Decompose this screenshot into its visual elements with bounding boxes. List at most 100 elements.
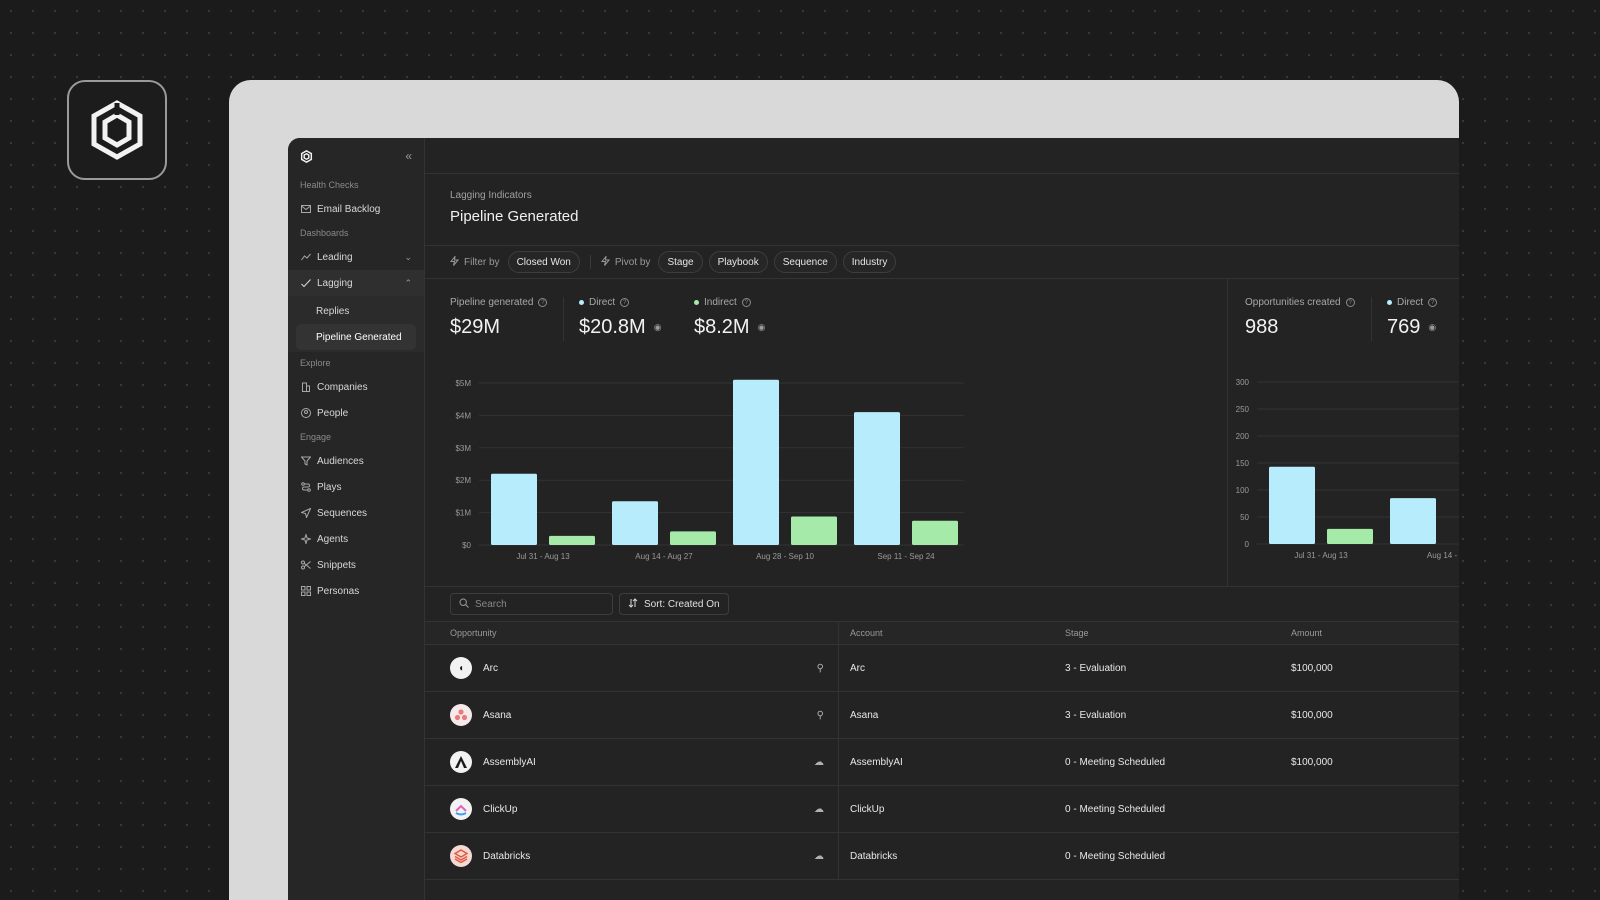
help-icon[interactable]: ? bbox=[1428, 298, 1438, 307]
table-row[interactable]: Databricks ☁ Databricks 0 - Meeting Sche… bbox=[425, 833, 1459, 880]
help-icon[interactable]: ? bbox=[741, 298, 751, 307]
bar-indirect[interactable] bbox=[912, 520, 958, 545]
scissors-icon bbox=[300, 560, 311, 571]
y-tick-label: 300 bbox=[1236, 378, 1250, 387]
table-row[interactable]: ClickUp ☁ ClickUp 0 - Meeting Scheduled bbox=[425, 786, 1459, 833]
pivot-chip-industry[interactable]: Industry bbox=[842, 251, 897, 273]
metrics-area: Pipeline generated ? $29M Direct ? bbox=[425, 279, 1459, 587]
chevron-down-icon[interactable]: ⌄ bbox=[404, 251, 412, 262]
sidebar-item-sequences[interactable]: Sequences bbox=[288, 500, 424, 526]
y-tick-label: 100 bbox=[1236, 486, 1250, 495]
column-header-amount[interactable]: Amount bbox=[1291, 628, 1323, 638]
account-cell[interactable]: ClickUp bbox=[850, 803, 885, 815]
bar-indirect[interactable] bbox=[670, 531, 716, 545]
kpi-value-text: 769 bbox=[1387, 316, 1421, 338]
y-tick-label: 150 bbox=[1236, 459, 1250, 468]
top-bar bbox=[425, 138, 1459, 174]
x-tick-label: Jul 31 - Aug 13 bbox=[516, 552, 570, 561]
sidebar-item-personas[interactable]: Personas bbox=[288, 578, 424, 604]
bar-direct[interactable] bbox=[733, 379, 779, 545]
salesforce-icon: ☁ bbox=[814, 803, 824, 815]
sidebar-item-people[interactable]: People bbox=[288, 400, 424, 426]
sidebar-item-agents[interactable]: Agents bbox=[288, 526, 424, 552]
kpi-label-text: Direct bbox=[589, 297, 616, 308]
kpi-direct: Direct ? $20.8M ◉ bbox=[579, 297, 662, 339]
help-icon[interactable]: ? bbox=[1345, 298, 1355, 307]
column-header-opportunity[interactable]: Opportunity bbox=[425, 622, 839, 644]
chevron-up-icon[interactable]: ⌃ bbox=[404, 277, 412, 288]
pivot-chip-stage[interactable]: Stage bbox=[658, 251, 703, 273]
sidebar-item-plays[interactable]: Plays bbox=[288, 474, 424, 500]
sidebar-item-lagging[interactable]: Lagging ⌃ bbox=[288, 270, 424, 296]
table-row[interactable]: AssemblyAI ☁ AssemblyAI 0 - Meeting Sche… bbox=[425, 739, 1459, 786]
opportunity-name[interactable]: ClickUp bbox=[483, 803, 518, 815]
kpi-value: $8.2M ◉ bbox=[694, 316, 765, 339]
salesforce-icon: ☁ bbox=[814, 850, 824, 862]
bar-direct[interactable] bbox=[1390, 498, 1436, 544]
hubspot-icon: ⚲ bbox=[816, 709, 824, 721]
opportunity-name[interactable]: Asana bbox=[483, 709, 512, 721]
sidebar-item-email-backlog[interactable]: Email Backlog bbox=[288, 196, 424, 222]
bar-direct[interactable] bbox=[854, 412, 900, 545]
account-cell[interactable]: Arc bbox=[850, 662, 865, 674]
eye-icon[interactable]: ◉ bbox=[757, 322, 766, 332]
funnel-icon bbox=[300, 456, 311, 467]
x-tick-label: Sep 11 - Sep 24 bbox=[877, 552, 935, 561]
page-header: Lagging Indicators Pipeline Generated bbox=[425, 174, 1459, 246]
kpi-opps-direct: Direct ? 769 ◉ bbox=[1387, 297, 1438, 339]
kpi-label: Indirect ? bbox=[694, 297, 765, 308]
section-health-checks: Health Checks bbox=[300, 180, 359, 190]
opportunity-cell: ◖ Arc ⚲ bbox=[425, 645, 839, 691]
sidebar-item-companies[interactable]: Companies bbox=[288, 374, 424, 400]
sidebar-subitem-replies[interactable]: Replies bbox=[316, 305, 350, 317]
sidebar-item-label: Leading bbox=[317, 251, 353, 263]
sidebar-item-leading[interactable]: Leading ⌄ bbox=[288, 244, 424, 270]
account-cell[interactable]: AssemblyAI bbox=[850, 756, 903, 768]
opportunity-cell: Databricks ☁ bbox=[425, 833, 839, 879]
bar-indirect[interactable] bbox=[1327, 528, 1373, 544]
trend-up-icon bbox=[300, 252, 311, 263]
account-cell[interactable]: Asana bbox=[850, 709, 879, 721]
pivot-by-label: Pivot by bbox=[600, 254, 650, 269]
opportunity-name[interactable]: Databricks bbox=[483, 850, 531, 862]
collapse-sidebar-icon[interactable]: « bbox=[405, 149, 412, 163]
opportunity-name[interactable]: AssemblyAI bbox=[483, 756, 536, 768]
opportunity-name[interactable]: Arc bbox=[483, 662, 498, 674]
app-logo-icon[interactable] bbox=[300, 149, 313, 163]
grid-icon bbox=[300, 586, 311, 597]
bar-direct[interactable] bbox=[1269, 466, 1315, 544]
kpi-divider bbox=[1371, 297, 1372, 341]
pivot-chip-playbook[interactable]: Playbook bbox=[708, 251, 768, 273]
sidebar-subitem-pipeline-generated[interactable]: Pipeline Generated bbox=[296, 324, 416, 350]
amount-cell: $100,000 bbox=[1291, 756, 1333, 768]
page-title: Pipeline Generated bbox=[450, 208, 579, 225]
search-input[interactable]: Search bbox=[450, 593, 613, 615]
help-icon[interactable]: ? bbox=[538, 298, 548, 307]
pivot-chip-sequence[interactable]: Sequence bbox=[773, 251, 837, 273]
filter-divider bbox=[589, 255, 591, 269]
column-header-account[interactable]: Account bbox=[850, 628, 883, 638]
bar-indirect[interactable] bbox=[791, 516, 837, 545]
clickup-logo-icon bbox=[450, 798, 472, 820]
bar-indirect[interactable] bbox=[549, 535, 595, 545]
direct-legend-dot bbox=[1387, 300, 1392, 305]
kpi-opportunities-created: Opportunities created ? 988 bbox=[1245, 297, 1355, 339]
breadcrumb[interactable]: Lagging Indicators bbox=[450, 190, 532, 201]
sidebar-item-label: Lagging bbox=[317, 277, 353, 289]
eye-icon[interactable]: ◉ bbox=[1428, 322, 1437, 332]
table-row[interactable]: Asana ⚲ Asana 3 - Evaluation $100,000 bbox=[425, 692, 1459, 739]
sidebar-item-snippets[interactable]: Snippets bbox=[288, 552, 424, 578]
y-tick-label: 200 bbox=[1236, 432, 1250, 441]
filter-chip-closed-won[interactable]: Closed Won bbox=[507, 251, 580, 273]
bar-direct[interactable] bbox=[612, 501, 658, 545]
sidebar-item-audiences[interactable]: Audiences bbox=[288, 448, 424, 474]
sort-button[interactable]: Sort: Created On bbox=[619, 593, 729, 615]
table-toolbar: Search Sort: Created On bbox=[425, 587, 1459, 622]
account-cell[interactable]: Databricks bbox=[850, 850, 898, 862]
help-icon[interactable]: ? bbox=[620, 298, 630, 307]
sidebar-header: « bbox=[288, 138, 424, 174]
eye-icon[interactable]: ◉ bbox=[653, 322, 662, 332]
column-header-stage[interactable]: Stage bbox=[1065, 628, 1089, 638]
bar-direct[interactable] bbox=[491, 473, 537, 545]
table-row[interactable]: ◖ Arc ⚲ Arc 3 - Evaluation $100,000 bbox=[425, 645, 1459, 692]
